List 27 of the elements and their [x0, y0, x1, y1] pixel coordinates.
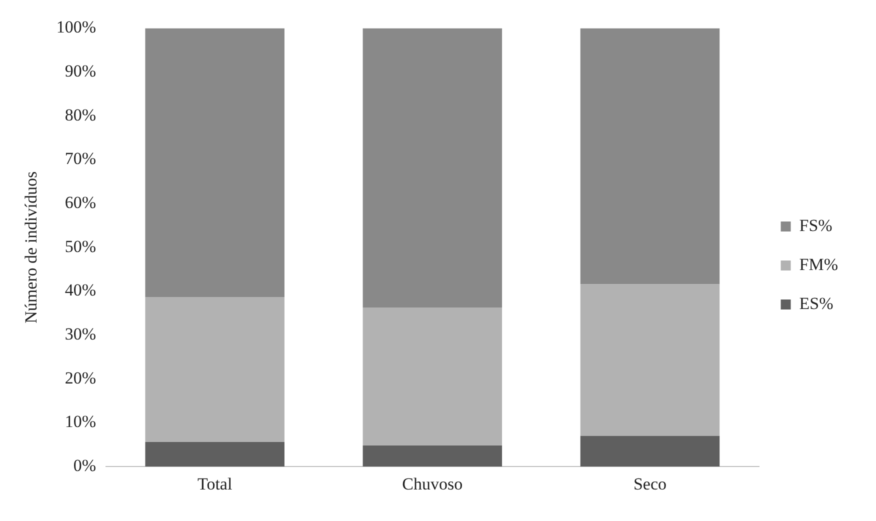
bar [580, 284, 720, 436]
bar [362, 28, 502, 308]
y-tick-label: 30% [64, 324, 96, 344]
legend-label: ES% [799, 294, 834, 313]
x-tick-label: Seco [633, 474, 667, 494]
y-tick-label: 100% [56, 18, 96, 37]
y-tick-label: 20% [64, 368, 96, 388]
legend-label: FS% [799, 216, 832, 235]
y-tick-label: 70% [64, 149, 96, 168]
y-tick-label: 50% [64, 236, 96, 256]
bar [580, 28, 720, 284]
bar [362, 446, 502, 467]
y-tick-label: 0% [73, 456, 96, 476]
y-tick-label: 10% [64, 412, 96, 432]
bar [145, 442, 284, 467]
bar [145, 296, 284, 442]
bar [580, 436, 720, 467]
y-axis-title: Número de indivíduos [22, 171, 41, 324]
y-tick-label: 60% [64, 193, 96, 212]
y-tick-label: 80% [64, 105, 96, 124]
x-tick-label: Chuvoso [402, 474, 463, 494]
y-tick-label: 90% [64, 62, 96, 81]
bar [362, 307, 502, 446]
y-tick-label: 40% [64, 280, 96, 300]
x-tick-label: Total [197, 474, 232, 494]
bar [145, 28, 284, 297]
legend-label: FM% [799, 254, 838, 274]
